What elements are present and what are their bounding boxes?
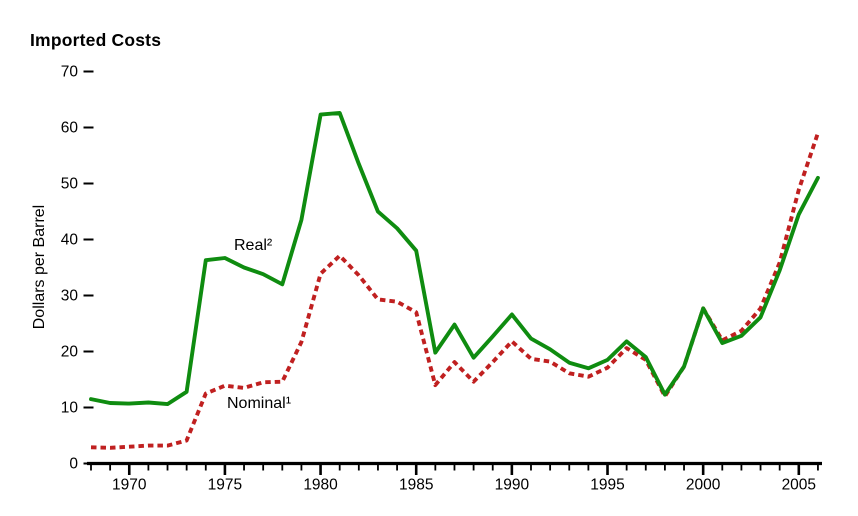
x-tick-label: 1985 bbox=[399, 477, 433, 494]
y-tick-label: 10 bbox=[61, 400, 79, 417]
series-label-real: Real² bbox=[234, 237, 273, 254]
x-tick-label: 2005 bbox=[782, 477, 816, 494]
x-tick-label: 1970 bbox=[112, 477, 147, 494]
y-tick-label: 40 bbox=[61, 232, 79, 249]
y-tick-label: 20 bbox=[61, 344, 79, 361]
x-tick-label: 1980 bbox=[303, 477, 338, 494]
y-tick-label: 50 bbox=[61, 176, 79, 193]
y-tick-label: 0 bbox=[69, 456, 78, 473]
x-tick-label: 1990 bbox=[495, 477, 530, 494]
y-tick-label: 60 bbox=[61, 120, 79, 137]
series-line-nominal bbox=[90, 132, 820, 450]
x-tick-label: 1975 bbox=[208, 477, 242, 494]
chart-title: Imported Costs bbox=[30, 30, 162, 50]
x-tick-label: 1995 bbox=[590, 477, 624, 494]
x-tick-label: 2000 bbox=[686, 477, 721, 494]
series-label-nominal: Nominal¹ bbox=[227, 395, 292, 412]
y-tick-label: 30 bbox=[61, 288, 79, 305]
y-tick-label: 70 bbox=[61, 64, 79, 81]
series-line-real bbox=[89, 110, 820, 407]
